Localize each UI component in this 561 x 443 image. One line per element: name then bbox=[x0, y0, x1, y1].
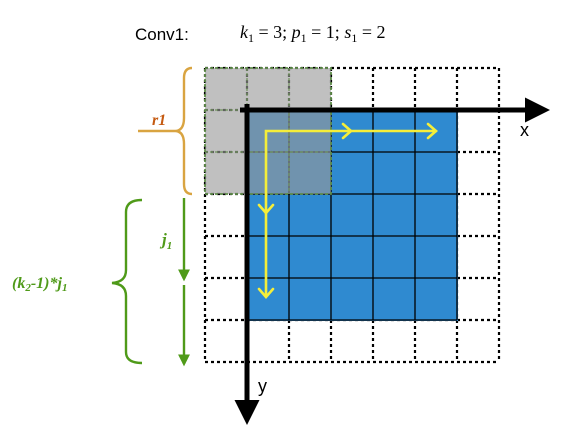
k2-j1-label: (k2-1)*j1 bbox=[12, 275, 67, 294]
x-axis-label: x bbox=[520, 120, 529, 140]
r1-label: r1 bbox=[152, 112, 166, 129]
stride-path bbox=[257, 122, 438, 299]
j1-label: j1 bbox=[159, 230, 172, 252]
conv-title-prefix: Conv1: bbox=[135, 25, 189, 44]
input-feature-map bbox=[246, 109, 458, 321]
r1-brace bbox=[175, 66, 193, 196]
k2-j1-brace bbox=[111, 198, 143, 365]
conv-title-params: k1 = 3; p1 = 1; s1 = 2 bbox=[240, 22, 385, 45]
y-axis-label: y bbox=[258, 376, 267, 396]
